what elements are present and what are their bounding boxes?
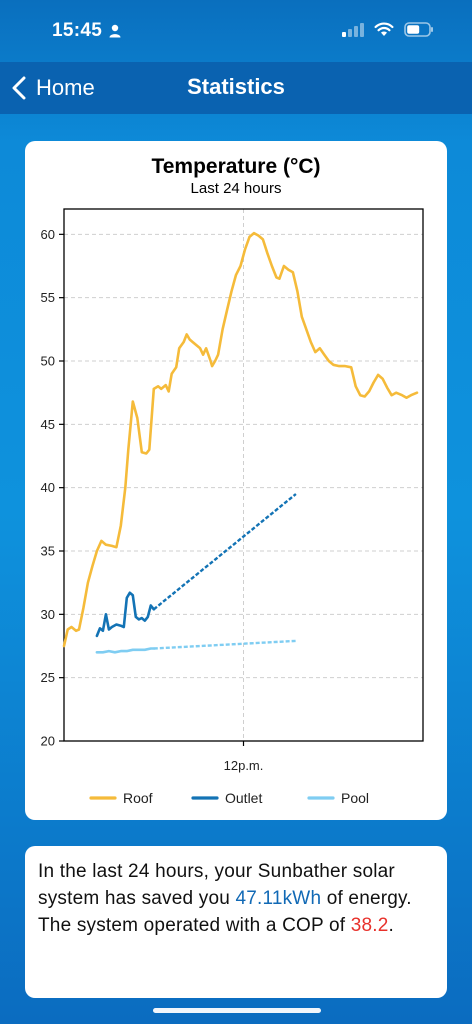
legend-label-roof: Roof bbox=[123, 790, 153, 806]
x-tick-label: 12p.m. bbox=[224, 758, 264, 773]
y-tick-label: 60 bbox=[41, 227, 55, 242]
summary-text-middle: of energy. The system operated with a CO… bbox=[38, 888, 412, 936]
y-tick-label: 40 bbox=[41, 480, 55, 495]
chart-subtitle: Last 24 hours bbox=[190, 180, 282, 197]
status-bar: 15:45 bbox=[0, 0, 472, 62]
summary-text-start: In the last 24 hours, your Sunbather sol… bbox=[38, 861, 395, 909]
back-label: Home bbox=[36, 75, 95, 100]
wifi-icon bbox=[374, 22, 394, 36]
y-tick-label: 45 bbox=[41, 417, 55, 432]
chevron-left-icon bbox=[12, 76, 26, 100]
plot-area bbox=[63, 208, 424, 742]
y-tick-label: 30 bbox=[41, 607, 55, 622]
back-button[interactable]: Home bbox=[12, 68, 95, 108]
outlet-projection-line bbox=[153, 493, 297, 611]
home-indicator[interactable] bbox=[153, 1008, 321, 1013]
pool-series-line bbox=[95, 647, 156, 654]
cop-value: 38.2 bbox=[350, 915, 389, 936]
page-title: Statistics bbox=[187, 74, 285, 99]
summary-card: In the last 24 hours, your Sunbather sol… bbox=[25, 846, 447, 998]
navigation-bar: Home Statistics bbox=[0, 62, 472, 114]
roof-series-line bbox=[62, 231, 419, 648]
legend-label-outlet: Outlet bbox=[225, 790, 262, 806]
temperature-chart-card: Temperature (°C) Last 24 hours 20 25 30 35 4… bbox=[25, 141, 447, 820]
battery-icon bbox=[404, 22, 433, 37]
chart-title: Temperature (°C) bbox=[151, 155, 321, 178]
y-tick-label: 25 bbox=[41, 670, 55, 685]
y-tick-label: 35 bbox=[41, 544, 55, 559]
y-tick-label: 20 bbox=[41, 734, 55, 749]
y-tick-label: 55 bbox=[41, 290, 55, 305]
y-tick-label: 50 bbox=[41, 354, 55, 369]
pool-projection-line bbox=[153, 639, 296, 650]
outlet-series-line bbox=[95, 591, 156, 638]
person-icon bbox=[109, 24, 121, 38]
summary-text: In the last 24 hours, your Sunbather sol… bbox=[38, 858, 434, 939]
status-time: 15:45 bbox=[52, 20, 103, 41]
cellular-signal-icon bbox=[342, 22, 364, 37]
legend-label-pool: Pool bbox=[341, 790, 369, 806]
summary-text-end: . bbox=[388, 915, 394, 936]
temperature-chart: 20 25 30 35 40 45 50 55 60 12p.m. Roof Outlet Pool bbox=[41, 208, 424, 806]
energy-saved-value: 47.11kWh bbox=[235, 888, 322, 909]
